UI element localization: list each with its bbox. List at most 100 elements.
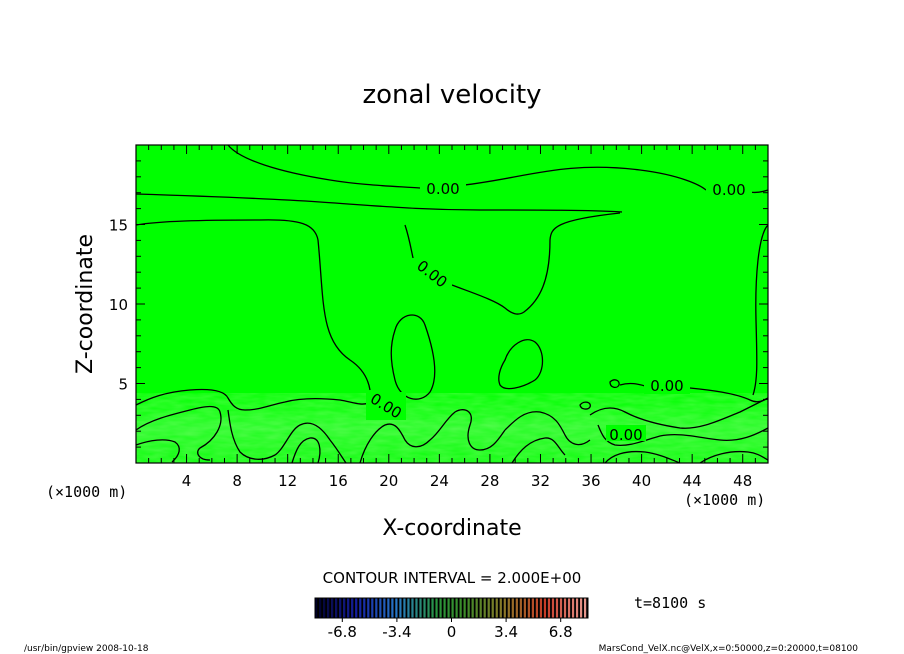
colorbar-cell	[411, 598, 414, 618]
colorbar-tick-label: -6.8	[328, 623, 357, 641]
colorbar-gap	[361, 598, 364, 618]
colorbar-gap	[317, 598, 320, 618]
colorbar-cell	[439, 598, 442, 618]
x-tick-label: 16	[329, 472, 348, 490]
contour-label: 0.00	[426, 180, 459, 198]
x-tick-label: 12	[278, 472, 297, 490]
colorbar-gap	[505, 598, 509, 618]
colorbar-gap	[509, 598, 513, 618]
colorbar-cell	[383, 598, 386, 618]
colorbar-gap	[413, 598, 416, 618]
colorbar-gap	[365, 598, 368, 618]
colorbar-cell	[507, 598, 511, 618]
colorbar-cell	[371, 598, 374, 618]
colorbar-cell	[355, 598, 358, 618]
colorbar-gap	[489, 598, 492, 618]
colorbar-gap	[578, 598, 581, 618]
colorbar-gap	[377, 598, 380, 618]
colorbar-gap	[417, 598, 420, 618]
colorbar-ticks: -6.8 -3.4 0 3.4 6.8	[328, 618, 573, 641]
contour-lines	[135, 144, 769, 464]
colorbar-gap	[534, 598, 537, 618]
colorbar-gap	[337, 598, 340, 618]
colorbar-cell	[575, 598, 579, 618]
colorbar-gap	[525, 598, 529, 618]
x-axis: 4 8 12 16 20 24 28 32 36 40 44 48	[148, 145, 756, 490]
footer-right: MarsCond_VelX.nc@VelX,x=0:50000,z=0:2000…	[599, 644, 859, 654]
colorbar-gap	[357, 598, 360, 618]
contour-line-top	[227, 144, 421, 189]
x-tick-label: 40	[632, 472, 651, 490]
footer-left: /usr/bin/gpview 2008-10-18	[24, 644, 149, 654]
colorbar-cell	[323, 598, 326, 618]
colorbar-cell	[475, 598, 479, 618]
colorbar-cell	[499, 598, 503, 618]
colorbar-gap	[441, 598, 444, 618]
colorbar-cell	[347, 598, 350, 618]
colorbar-cell	[455, 598, 459, 618]
colorbar-cell	[391, 598, 394, 618]
colorbar-gap	[433, 598, 436, 618]
colorbar-cell	[415, 598, 418, 618]
colorbar-tick-label: 0	[447, 623, 457, 641]
colorbar-cell	[447, 598, 450, 618]
colorbar-cell	[555, 598, 559, 618]
colorbar-cell	[335, 598, 338, 618]
colorbar-cell	[467, 598, 471, 618]
y-axis-title: Z-coordinate	[73, 234, 98, 374]
contour-closed-cell-1	[390, 314, 436, 400]
colorbar-gap	[437, 598, 440, 618]
colorbar-gap	[349, 598, 352, 618]
colorbar-gap	[465, 598, 468, 618]
colorbar-gap	[501, 598, 504, 618]
x-axis-unit: (×1000 m)	[684, 491, 765, 509]
colorbar-gap	[546, 598, 549, 618]
x-tick-label: 8	[232, 472, 242, 490]
x-tick-label: 24	[430, 472, 449, 490]
colorbar-tick-label: -3.4	[382, 623, 411, 641]
colorbar-cell	[571, 598, 575, 618]
colorbar-cell	[407, 598, 410, 618]
x-axis-title: X-coordinate	[382, 516, 521, 541]
colorbar-gap	[321, 598, 324, 618]
colorbar-gap	[550, 598, 553, 618]
colorbar-gap	[385, 598, 388, 618]
colorbar-cell	[487, 598, 491, 618]
colorbar-cell	[495, 598, 499, 618]
colorbar-gap	[325, 598, 328, 618]
colorbar-gap	[341, 598, 344, 618]
colorbar-cell	[559, 598, 563, 618]
colorbar-cell	[539, 598, 543, 618]
colorbar-gap	[562, 598, 565, 618]
colorbar-gap	[570, 598, 573, 618]
colorbar-cell	[367, 598, 370, 618]
colorbar-gap	[513, 598, 517, 618]
y-tick-label: 15	[109, 217, 128, 235]
colorbar-gap	[373, 598, 376, 618]
colorbar-gap	[497, 598, 500, 618]
colorbar-gap	[586, 598, 589, 618]
colorbar	[315, 598, 589, 618]
colorbar-cell	[459, 598, 463, 618]
colorbar-gap	[493, 598, 496, 618]
colorbar-cell	[431, 598, 434, 618]
colorbar-cell	[471, 598, 475, 618]
colorbar-gap	[389, 598, 392, 618]
colorbar-cell	[567, 598, 571, 618]
colorbar-cell	[395, 598, 398, 618]
contour-label: 0.00	[712, 181, 745, 199]
colorbar-cell	[503, 598, 507, 618]
colorbar-cell	[319, 598, 322, 618]
colorbar-cell	[399, 598, 402, 618]
contour-label: 0.00	[609, 426, 642, 444]
colorbar-cell	[379, 598, 382, 618]
contour-interval: CONTOUR INTERVAL = 2.000E+00	[323, 569, 582, 587]
colorbar-cell	[315, 598, 318, 618]
colorbar-cell	[535, 598, 539, 618]
colorbar-cell	[483, 598, 487, 618]
colorbar-gap	[582, 598, 585, 618]
colorbar-cell	[531, 598, 535, 618]
colorbar-gap	[381, 598, 384, 618]
colorbar-gap	[429, 598, 432, 618]
